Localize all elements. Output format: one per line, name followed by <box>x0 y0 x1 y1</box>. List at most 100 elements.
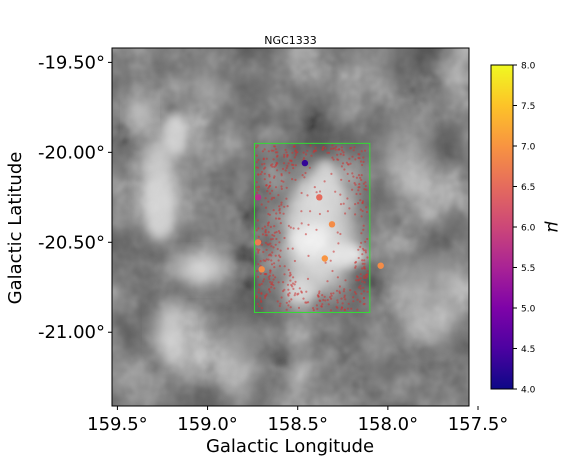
region-point <box>339 203 343 206</box>
region-point <box>345 161 348 164</box>
region-point <box>290 298 293 301</box>
region-point <box>336 276 339 279</box>
region-point <box>355 275 359 278</box>
region-point <box>336 306 339 309</box>
region-point <box>298 287 301 290</box>
region-point <box>265 272 268 276</box>
region-point <box>286 247 290 250</box>
region-point <box>257 227 260 230</box>
region-point <box>277 281 280 284</box>
region-point <box>352 175 355 178</box>
region-point <box>267 224 270 227</box>
region-points <box>255 144 369 312</box>
region-point <box>259 260 262 263</box>
region-point <box>278 241 281 244</box>
region-point <box>274 186 278 189</box>
region-point <box>278 217 281 220</box>
region-point <box>280 172 283 176</box>
region-point <box>346 172 349 175</box>
region-point <box>333 147 336 150</box>
region-point <box>315 191 318 194</box>
region-point <box>316 307 319 311</box>
region-point <box>336 153 339 156</box>
region-point <box>358 157 361 160</box>
region-point <box>320 305 323 308</box>
region-point <box>346 197 349 200</box>
region-point <box>329 259 332 262</box>
chart-title: NGC1333 <box>264 34 316 47</box>
region-point <box>293 156 296 159</box>
region-point <box>268 184 271 188</box>
region-point <box>262 250 265 254</box>
region-point <box>272 278 275 281</box>
region-point <box>324 147 327 150</box>
region-point <box>268 288 271 291</box>
region-point <box>360 150 363 153</box>
region-point <box>329 296 332 299</box>
region-point <box>255 146 258 149</box>
region-point <box>269 181 272 184</box>
region-point <box>322 298 325 302</box>
region-point <box>363 281 366 284</box>
region-point <box>296 151 299 154</box>
region-point <box>364 149 367 152</box>
region-point <box>269 242 272 245</box>
region-point <box>323 295 326 298</box>
region-point <box>272 209 275 212</box>
region-point <box>262 280 265 283</box>
region-point <box>360 215 363 218</box>
region-point <box>340 297 343 300</box>
region-point <box>344 212 347 215</box>
region-point <box>288 171 291 174</box>
colorbar: 4.0 4.5 5.0 5.5 6.0 6.5 7.0 7.5 8.0 μ <box>490 62 563 396</box>
region-point <box>288 292 291 295</box>
region-point <box>255 294 258 298</box>
region-point <box>294 178 297 181</box>
region-point <box>331 144 334 147</box>
region-point <box>291 282 295 285</box>
region-point <box>318 212 321 216</box>
region-point <box>257 251 260 254</box>
region-point <box>324 261 327 264</box>
region-point <box>338 285 341 288</box>
region-point <box>361 201 364 204</box>
region-point <box>260 300 263 303</box>
region-point <box>270 149 273 152</box>
region-point <box>260 170 263 174</box>
region-point <box>330 292 333 295</box>
region-point <box>257 185 261 188</box>
data-point <box>254 194 262 201</box>
region-point <box>275 231 278 234</box>
region-point <box>264 241 267 244</box>
region-point <box>262 157 265 160</box>
region-point <box>263 225 266 228</box>
region-point <box>256 302 259 305</box>
region-point <box>304 301 307 304</box>
region-point <box>355 279 358 282</box>
region-point <box>292 167 295 170</box>
region-point <box>264 259 267 262</box>
region-point <box>361 267 364 270</box>
x-tick-label: 159.0° <box>177 414 238 435</box>
region-point <box>267 231 270 234</box>
region-point <box>273 165 276 168</box>
region-point <box>278 205 281 208</box>
region-point <box>276 162 279 165</box>
region-point <box>255 161 258 164</box>
colorbar-label: μ <box>543 221 563 233</box>
region-point <box>340 178 343 181</box>
region-point <box>363 267 366 270</box>
data-points <box>254 159 384 273</box>
region-point <box>362 182 365 185</box>
region-point <box>285 308 288 311</box>
region-point <box>326 151 329 154</box>
region-point <box>260 282 263 286</box>
region-point <box>350 146 353 149</box>
region-point <box>269 281 272 284</box>
region-point <box>359 287 362 290</box>
region-point <box>283 265 286 268</box>
region-point <box>257 291 260 294</box>
region-point <box>302 157 306 160</box>
region-point <box>283 288 286 291</box>
region-point <box>288 274 291 277</box>
